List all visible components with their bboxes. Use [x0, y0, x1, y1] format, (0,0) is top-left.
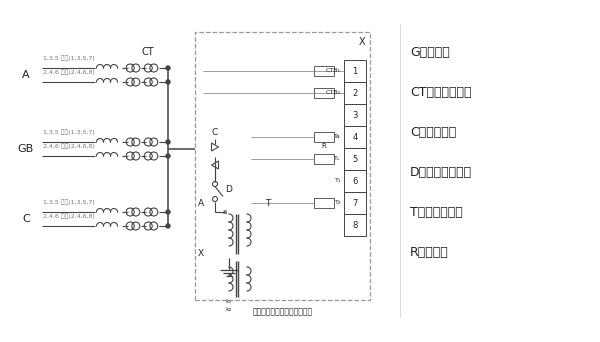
Text: CT: CT	[142, 47, 154, 57]
Text: X: X	[359, 37, 365, 47]
Text: 注：虚线框内为接地装置设备: 注：虚线框内为接地装置设备	[253, 307, 313, 316]
Bar	[314, 154, 334, 164]
Bar	[344, 170, 366, 192]
Bar	[195, 32, 370, 300]
Text: T: T	[265, 199, 271, 209]
Circle shape	[166, 66, 170, 70]
Text: 7: 7	[352, 198, 358, 208]
Bar	[344, 214, 366, 236]
Circle shape	[166, 140, 170, 144]
Text: 8: 8	[352, 221, 358, 229]
Bar	[344, 148, 366, 170]
Text: 1,3,5 分支(1,3,5,7): 1,3,5 分支(1,3,5,7)	[43, 55, 95, 61]
Text: T₂: T₂	[335, 200, 341, 206]
Bar	[314, 132, 334, 142]
Text: R－电阻器: R－电阻器	[410, 246, 449, 259]
Text: X: X	[198, 250, 204, 259]
Text: C: C	[212, 128, 218, 137]
Bar	[344, 82, 366, 104]
Text: CTB₁: CTB₁	[326, 68, 341, 74]
Bar	[314, 88, 334, 98]
Circle shape	[166, 210, 170, 214]
Text: 1,3,5 分支(1,3,5,7): 1,3,5 分支(1,3,5,7)	[43, 129, 95, 135]
Text: k₂: k₂	[226, 307, 232, 312]
Bar	[344, 60, 366, 82]
Text: Tₓ: Tₓ	[334, 157, 341, 161]
Text: C－电力电缆: C－电力电缆	[410, 126, 456, 139]
Circle shape	[166, 154, 170, 158]
Text: 6: 6	[352, 176, 358, 185]
Text: T₁: T₁	[335, 179, 341, 184]
Text: A: A	[22, 70, 30, 80]
Text: G－发电机: G－发电机	[410, 45, 450, 58]
Text: 2,4,6 分支(2,4,6,8): 2,4,6 分支(2,4,6,8)	[43, 69, 95, 75]
Text: 5: 5	[352, 155, 358, 163]
Bar	[344, 126, 366, 148]
Text: 2: 2	[352, 89, 358, 97]
Circle shape	[166, 80, 170, 84]
Text: GB: GB	[18, 144, 34, 154]
Bar	[314, 66, 334, 76]
Text: a: a	[223, 209, 227, 215]
Text: R: R	[322, 143, 326, 149]
Bar	[344, 192, 366, 214]
Text: D: D	[225, 184, 232, 194]
Text: A: A	[198, 199, 204, 209]
Bar	[344, 104, 366, 126]
Text: 4: 4	[352, 132, 358, 142]
Circle shape	[166, 224, 170, 228]
Text: 1: 1	[352, 66, 358, 76]
Text: 1,3,5 分支(1,3,5,7): 1,3,5 分支(1,3,5,7)	[43, 199, 95, 205]
Text: 2,4,6 分支(2,4,6,8): 2,4,6 分支(2,4,6,8)	[43, 213, 95, 219]
Text: 3: 3	[352, 110, 358, 119]
Text: T－接地变压器: T－接地变压器	[410, 206, 463, 219]
Bar	[314, 198, 334, 208]
Text: Ta: Ta	[334, 134, 341, 140]
Text: 2,4,6 分支(2,4,6,8): 2,4,6 分支(2,4,6,8)	[43, 143, 95, 149]
Text: k₁: k₁	[226, 299, 232, 304]
Text: D－单极隔离开关: D－单极隔离开关	[410, 166, 472, 179]
Text: CTB₂: CTB₂	[326, 91, 341, 95]
Text: CT－电流互感器: CT－电流互感器	[410, 86, 472, 98]
Text: C: C	[22, 214, 30, 224]
